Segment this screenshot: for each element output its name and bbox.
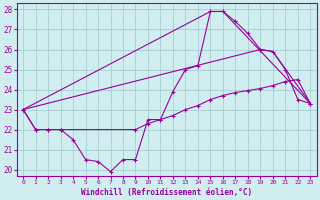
X-axis label: Windchill (Refroidissement éolien,°C): Windchill (Refroidissement éolien,°C) [81,188,252,197]
